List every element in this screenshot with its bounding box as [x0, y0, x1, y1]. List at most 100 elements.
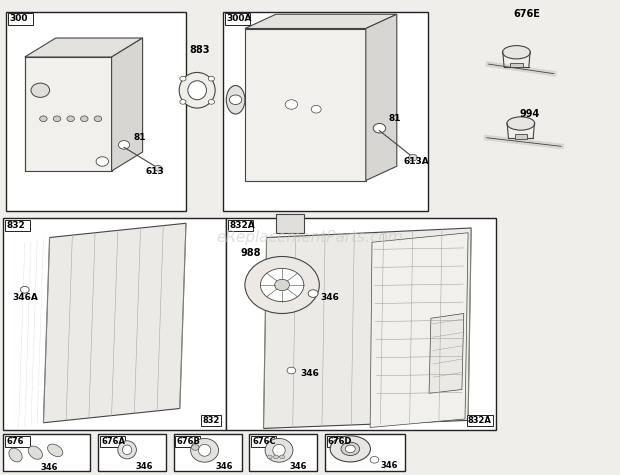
Text: 613: 613	[146, 167, 164, 175]
Text: 346: 346	[290, 462, 307, 471]
Circle shape	[40, 116, 47, 122]
Circle shape	[208, 76, 215, 81]
Bar	[249, 434, 317, 471]
Circle shape	[96, 157, 108, 166]
Polygon shape	[370, 233, 468, 428]
Circle shape	[180, 99, 186, 104]
Text: 346A: 346A	[12, 294, 38, 302]
Bar	[225, 13, 250, 25]
Bar	[327, 436, 352, 447]
Bar	[515, 134, 527, 139]
Circle shape	[192, 445, 199, 450]
Circle shape	[154, 165, 162, 171]
Bar	[276, 214, 304, 233]
Bar	[510, 63, 523, 67]
Circle shape	[229, 95, 242, 104]
Circle shape	[273, 455, 278, 459]
Circle shape	[267, 455, 272, 459]
Circle shape	[81, 116, 88, 122]
Circle shape	[180, 76, 186, 81]
Bar	[251, 436, 276, 447]
Circle shape	[311, 105, 321, 113]
Text: 300: 300	[9, 15, 28, 23]
Bar	[8, 13, 33, 25]
Ellipse shape	[191, 438, 219, 462]
Circle shape	[260, 268, 304, 302]
Circle shape	[280, 455, 285, 459]
Text: 676: 676	[6, 437, 24, 446]
Ellipse shape	[188, 81, 206, 100]
Bar	[6, 12, 186, 211]
Text: 832A: 832A	[229, 221, 255, 230]
Bar	[228, 220, 253, 231]
Text: 613A: 613A	[403, 157, 429, 166]
Ellipse shape	[226, 86, 245, 114]
Bar	[226, 218, 496, 430]
Text: 832: 832	[203, 416, 220, 425]
Circle shape	[409, 154, 417, 161]
Text: 676B: 676B	[177, 437, 201, 446]
Bar	[3, 218, 226, 430]
Polygon shape	[264, 228, 471, 428]
Polygon shape	[245, 28, 366, 180]
Ellipse shape	[265, 438, 293, 462]
Ellipse shape	[9, 448, 22, 462]
Circle shape	[53, 116, 61, 122]
Circle shape	[94, 116, 102, 122]
Text: 346: 346	[40, 463, 58, 472]
Bar	[100, 436, 125, 447]
Circle shape	[208, 99, 215, 104]
Ellipse shape	[507, 117, 534, 130]
Polygon shape	[366, 14, 397, 180]
Polygon shape	[429, 314, 464, 393]
Text: 832: 832	[6, 221, 25, 230]
Ellipse shape	[179, 72, 215, 108]
Ellipse shape	[502, 46, 530, 59]
Circle shape	[31, 83, 50, 97]
Circle shape	[287, 367, 296, 374]
Text: 346: 346	[135, 462, 153, 471]
Ellipse shape	[122, 445, 131, 455]
Text: 883: 883	[189, 45, 210, 55]
Polygon shape	[245, 14, 397, 28]
Polygon shape	[25, 57, 112, 171]
Text: 81: 81	[133, 133, 146, 142]
Ellipse shape	[118, 441, 136, 459]
Text: 346: 346	[381, 461, 398, 470]
Text: 832A: 832A	[467, 416, 492, 425]
Text: 988: 988	[241, 247, 261, 258]
Circle shape	[308, 290, 318, 297]
Bar	[5, 220, 30, 231]
Circle shape	[275, 279, 290, 291]
Polygon shape	[25, 38, 143, 57]
Polygon shape	[112, 38, 143, 171]
Text: 676A: 676A	[101, 437, 125, 446]
Ellipse shape	[330, 436, 370, 462]
Bar	[223, 12, 428, 211]
Text: 346: 346	[321, 293, 339, 302]
Bar	[3, 434, 90, 471]
Text: 300A: 300A	[226, 15, 252, 23]
Circle shape	[345, 445, 355, 453]
Bar	[98, 434, 166, 471]
Circle shape	[373, 124, 386, 133]
Text: 994: 994	[520, 109, 540, 119]
Ellipse shape	[273, 445, 285, 456]
Polygon shape	[43, 223, 186, 423]
Text: 676C: 676C	[252, 437, 276, 446]
Circle shape	[67, 116, 74, 122]
Circle shape	[245, 256, 319, 314]
Text: 81: 81	[389, 114, 401, 123]
Text: 346: 346	[215, 462, 232, 471]
Text: 676D: 676D	[328, 437, 353, 446]
Ellipse shape	[198, 445, 211, 456]
Text: 346: 346	[300, 370, 319, 378]
Text: eReplacementParts.com: eReplacementParts.com	[216, 230, 404, 245]
Circle shape	[118, 141, 130, 149]
Circle shape	[20, 286, 29, 293]
Ellipse shape	[341, 442, 360, 456]
Circle shape	[370, 456, 379, 463]
Circle shape	[285, 100, 298, 109]
Bar	[325, 434, 405, 471]
Ellipse shape	[48, 444, 63, 456]
